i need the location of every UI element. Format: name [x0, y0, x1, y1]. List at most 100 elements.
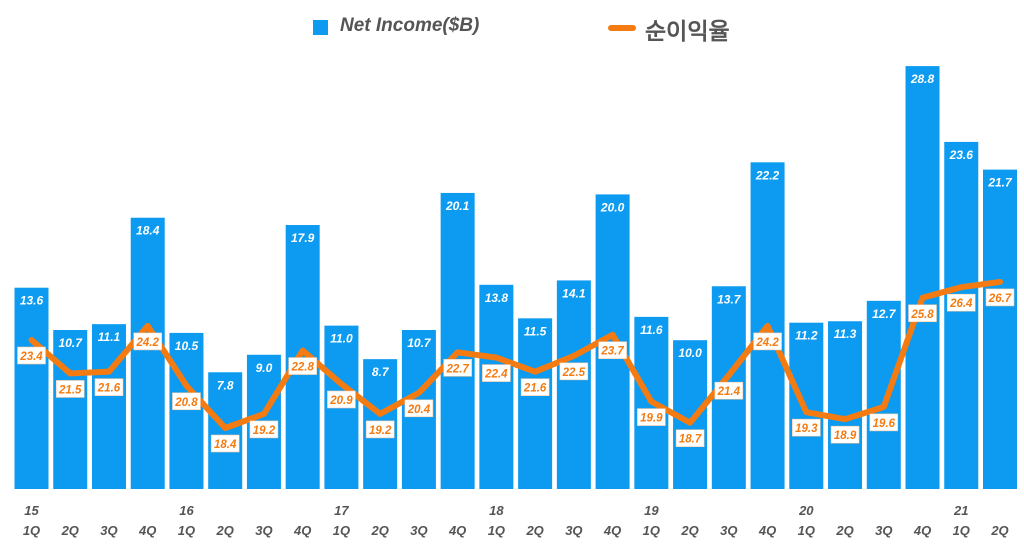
bar: [518, 318, 553, 489]
margin-value-label: 19.6: [873, 418, 896, 430]
bar-value-label: 8.7: [372, 365, 390, 379]
x-quarter-label: 4Q: [758, 523, 776, 538]
margin-label-box: [946, 293, 976, 312]
margin-label-box: [559, 362, 589, 381]
margin-value-label: 24.2: [755, 337, 779, 349]
bar-value-label: 10.5: [175, 339, 199, 353]
x-quarter-label: 2Q: [216, 523, 234, 538]
legend-line-label: 순이익율: [645, 18, 730, 44]
bar-value-label: 21.7: [987, 176, 1013, 190]
margin-value-label: 23.4: [19, 351, 43, 363]
legend-bar-label: Net Income($B): [340, 15, 480, 36]
margin-label-box: [753, 332, 782, 351]
bar-value-label: 28.8: [910, 72, 935, 86]
x-year-label: 18: [489, 503, 504, 518]
bar-value-label: 11.6: [640, 323, 663, 337]
bar: [130, 217, 165, 489]
x-quarter-label: 3Q: [255, 523, 272, 538]
x-quarter-label: 3Q: [720, 523, 737, 538]
x-quarter-label: 4Q: [138, 523, 156, 538]
bar-value-label: 17.9: [291, 231, 315, 245]
x-year-label: 16: [179, 503, 194, 518]
x-quarter-label: 1Q: [178, 523, 195, 538]
margin-label-box: [210, 434, 240, 453]
x-year-label: 20: [798, 503, 814, 518]
margin-value-label: 22.7: [445, 363, 469, 375]
margin-value-label: 20.8: [174, 397, 198, 409]
margin-label-box: [327, 390, 356, 409]
margin-value-label: 26.4: [949, 298, 973, 310]
x-quarter-label: 2Q: [990, 523, 1008, 538]
x-quarter-label: 1Q: [333, 523, 350, 538]
bar: [440, 192, 475, 489]
x-quarter-label: 3Q: [565, 523, 582, 538]
x-quarter-label: 1Q: [488, 523, 505, 538]
bar: [828, 321, 863, 489]
bar-value-label: 10.7: [59, 336, 84, 350]
margin-label-box: [365, 420, 395, 439]
margin-value-label: 19.2: [253, 425, 276, 437]
margin-label-box: [714, 381, 744, 400]
margin-value-label: 21.4: [717, 386, 741, 398]
x-quarter-label: 2Q: [525, 523, 543, 538]
margin-value-label: 21.6: [97, 383, 121, 395]
bar-value-label: 14.1: [562, 286, 586, 300]
margin-value-label: 19.2: [369, 425, 392, 437]
bar-value-label: 13.7: [717, 292, 742, 306]
margin-value-label: 21.6: [523, 383, 547, 395]
bar: [944, 141, 979, 490]
bar-value-label: 23.6: [949, 148, 974, 162]
bar-value-label: 9.0: [256, 361, 273, 375]
margin-value-label: 21.5: [58, 384, 82, 396]
bar-value-label: 11.3: [834, 327, 857, 341]
x-quarter-label: 2Q: [680, 523, 698, 538]
margin-label-box: [869, 413, 899, 432]
margin-label-box: [17, 346, 46, 365]
x-quarter-label: 3Q: [100, 523, 117, 538]
bar-value-label: 13.8: [485, 291, 509, 305]
bar: [53, 329, 88, 489]
x-quarter-label: 1Q: [798, 523, 815, 538]
bar: [905, 66, 940, 489]
x-quarter-label: 4Q: [603, 523, 621, 538]
margin-value-label: 22.8: [290, 362, 314, 374]
bar-value-label: 18.4: [136, 224, 160, 238]
margin-label-box: [404, 399, 434, 418]
margin-value-label: 18.7: [679, 434, 702, 446]
margin-value-label: 24.2: [136, 337, 160, 349]
x-quarter-label: 1Q: [643, 523, 660, 538]
x-quarter-label: 2Q: [835, 523, 853, 538]
x-quarter-label: 2Q: [61, 523, 79, 538]
x-quarter-label: 4Q: [293, 523, 311, 538]
bar: [866, 300, 901, 489]
margin-value-label: 18.4: [214, 439, 237, 451]
margin-label-box: [985, 288, 1015, 307]
bar: [479, 284, 514, 489]
bar-value-label: 13.6: [20, 294, 44, 308]
margin-label-box: [288, 357, 317, 375]
margin-label-box: [908, 304, 937, 323]
x-quarter-label: 3Q: [410, 523, 427, 538]
bar-value-label: 11.1: [98, 330, 121, 344]
margin-label-box: [249, 420, 279, 439]
x-year-label: 21: [953, 503, 968, 518]
margin-value-label: 20.9: [329, 395, 353, 407]
bar-value-label: 11.5: [524, 324, 547, 338]
bar: [556, 280, 591, 489]
bar: [983, 169, 1017, 489]
margin-value-label: 23.7: [600, 346, 624, 358]
bar: [14, 287, 49, 489]
margin-value-label: 20.4: [407, 404, 431, 416]
margin-value-label: 22.4: [484, 369, 508, 381]
bar: [91, 324, 126, 489]
bar-value-label: 7.8: [217, 378, 234, 392]
margin-label-box: [482, 364, 511, 382]
margin-label-box: [55, 380, 85, 398]
x-year-label: 19: [644, 503, 659, 518]
legend-line-swatch: [608, 25, 636, 31]
legend: Net Income($B) 순이익율: [0, 12, 1024, 44]
margin-label-box: [791, 418, 821, 437]
bar-value-label: 10.7: [407, 336, 432, 350]
margin-label-box: [637, 408, 666, 426]
bar-value-label: 10.0: [678, 346, 702, 360]
